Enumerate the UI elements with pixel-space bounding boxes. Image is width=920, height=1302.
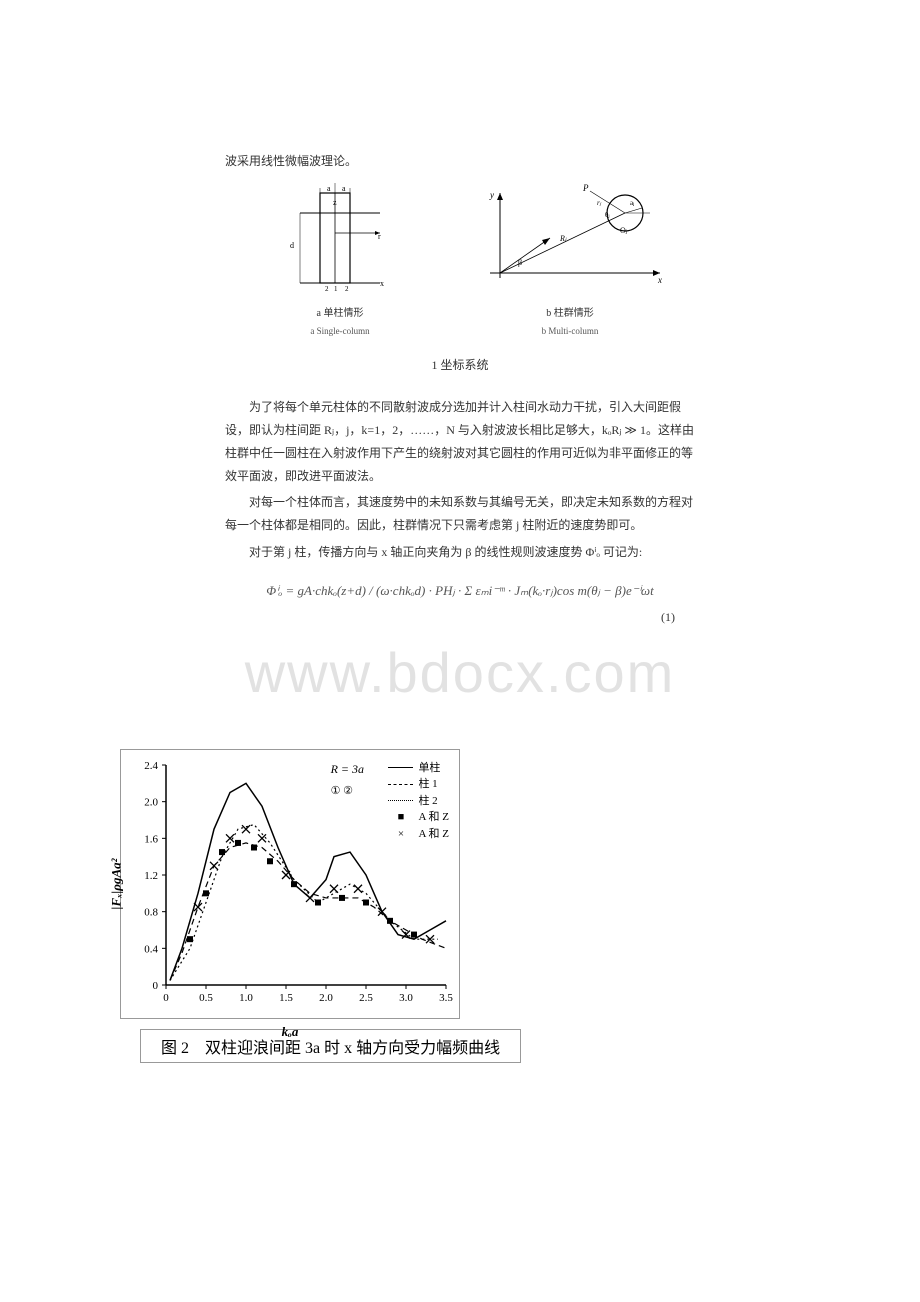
figure2-caption: 图 2 双柱迎浪间距 3a 时 x 轴方向受力幅频曲线	[140, 1029, 521, 1063]
legend-label-3: A 和 Z	[418, 809, 449, 826]
svg-text:1.0: 1.0	[239, 992, 253, 1004]
svg-text:Oⱼ: Oⱼ	[620, 226, 627, 235]
svg-text:a: a	[342, 184, 346, 193]
legend-row-2: 柱 2	[388, 793, 449, 810]
svg-text:3.5: 3.5	[439, 992, 453, 1004]
svg-text:0.8: 0.8	[144, 906, 158, 918]
svg-text:2: 2	[325, 285, 329, 293]
equation-1: Φⁱₒ = gA·chkₒ(z+d) / (ω·chkₒd) · PHⱼ · Σ…	[225, 579, 695, 602]
svg-text:θⱼ: θⱼ	[605, 211, 610, 219]
legend-row-1: 柱 1	[388, 776, 449, 793]
para3: 对于第 j 柱，传播方向与 x 轴正向夹角为 β 的线性规则波速度势 Φⁱₒ 可…	[225, 541, 695, 564]
svg-text:Rⱼ: Rⱼ	[559, 234, 567, 243]
watermark: www.bdocx.com	[245, 640, 676, 705]
figure2-chart: |Fₓ|ρgAa² 00.40.81.21.62.02.400.51.01.52…	[120, 749, 460, 1019]
chart-xlabel: kₒa	[282, 1024, 299, 1040]
svg-text:0: 0	[163, 992, 169, 1004]
legend-line-dotted	[388, 800, 413, 801]
svg-text:d: d	[290, 241, 294, 250]
legend-row-4: × A 和 Z	[388, 826, 449, 843]
intro-text: 波采用线性微幅波理论。	[225, 150, 695, 173]
svg-text:0.4: 0.4	[144, 943, 158, 955]
legend-label-4: A 和 Z	[418, 826, 449, 843]
page-container: 波采用线性微幅波理论。 a a z r d x 2	[0, 0, 920, 1302]
legend-marker-sq: ■	[388, 809, 413, 826]
svg-text:1.6: 1.6	[144, 833, 158, 845]
svg-text:1: 1	[334, 285, 338, 293]
svg-text:2.0: 2.0	[319, 992, 333, 1004]
svg-text:0: 0	[153, 980, 159, 992]
text-section: 波采用线性微幅波理论。 a a z r d x 2	[225, 150, 695, 629]
svg-text:x: x	[657, 275, 662, 285]
para1: 为了将每个单元柱体的不同散射波成分选加并计入柱间水动力干扰，引入大间距假设，即认…	[225, 396, 695, 487]
legend-header: R = 3a	[331, 760, 364, 778]
svg-text:x: x	[380, 279, 384, 288]
svg-text:P: P	[582, 183, 589, 193]
diagram-single-column: a a z r d x 2 1 2 a 单柱情形 a Single-column	[250, 183, 430, 340]
legend-label-0: 单柱	[418, 760, 440, 777]
legend-circles: ① ②	[331, 783, 364, 800]
figure1-container: a a z r d x 2 1 2 a 单柱情形 a Single-column	[250, 183, 670, 340]
multi-column-svg: y x β Rⱼ aⱼ Oⱼ P rⱼ	[470, 183, 670, 293]
fig1-left-caption: a 单柱情形	[250, 305, 430, 323]
legend-label-1: 柱 1	[418, 776, 437, 793]
svg-text:2.5: 2.5	[359, 992, 373, 1004]
svg-text:1.2: 1.2	[144, 870, 158, 882]
eq-number: (1)	[225, 607, 695, 629]
svg-text:2.4: 2.4	[144, 760, 158, 772]
para2: 对每一个柱体而言，其速度势中的未知系数与其编号无关，即决定未知系数的方程对每一个…	[225, 491, 695, 537]
legend-row-0: 单柱	[388, 760, 449, 777]
chart-ylabel: |Fₓ|ρgAa²	[109, 858, 125, 909]
legend-line-solid	[388, 767, 413, 768]
svg-text:rⱼ: rⱼ	[597, 199, 602, 207]
svg-text:a: a	[327, 184, 331, 193]
equation-text: Φⁱₒ = gA·chkₒ(z+d) / (ω·chkₒd) · PHⱼ · Σ…	[266, 583, 653, 598]
svg-text:2: 2	[345, 285, 349, 293]
svg-text:y: y	[489, 190, 494, 200]
svg-text:1.5: 1.5	[279, 992, 293, 1004]
fig1-right-sub: b Multi-column	[470, 323, 670, 339]
fig1-right-caption: b 柱群情形	[470, 305, 670, 323]
figure2-wrapper: |Fₓ|ρgAa² 0 0.4 0.8 1.2 1.6 2.0 2.4 0 0.5 1.0 1.5 2…	[0, 749, 920, 1063]
legend-header-box: R = 3a ① ②	[331, 760, 364, 800]
legend-line-dashed	[388, 784, 413, 785]
svg-text:aⱼ: aⱼ	[630, 199, 634, 207]
single-column-svg: a a z r d x 2 1 2	[250, 183, 400, 293]
legend-label-2: 柱 2	[418, 793, 437, 810]
figure1-title: 1 坐标系统	[225, 355, 695, 377]
fig1-left-sub: a Single-column	[250, 323, 430, 339]
legend-marker-x: ×	[388, 826, 413, 843]
svg-text:0.5: 0.5	[199, 992, 213, 1004]
diagram-multi-column: y x β Rⱼ aⱼ Oⱼ P rⱼ	[470, 183, 670, 340]
legend-box: 单柱 柱 1 柱 2 ■ A 和 Z × A 和 Z	[388, 760, 449, 843]
legend-row-3: ■ A 和 Z	[388, 809, 449, 826]
svg-text:3.0: 3.0	[399, 992, 413, 1004]
svg-text:2.0: 2.0	[144, 796, 158, 808]
